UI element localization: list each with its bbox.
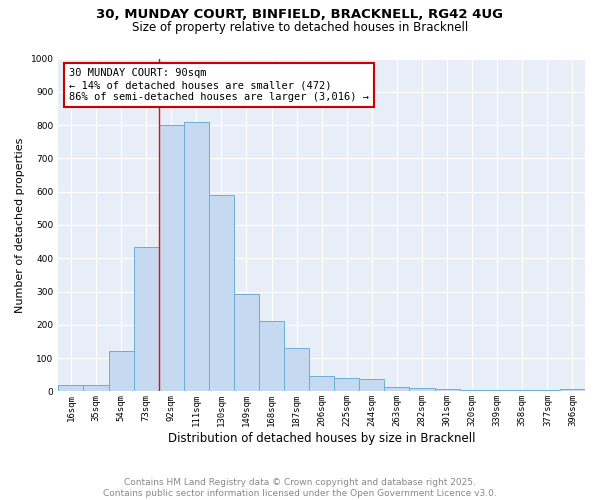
- Text: 30 MUNDAY COURT: 90sqm
← 14% of detached houses are smaller (472)
86% of semi-de: 30 MUNDAY COURT: 90sqm ← 14% of detached…: [69, 68, 369, 102]
- Bar: [385, 387, 409, 392]
- Text: Size of property relative to detached houses in Bracknell: Size of property relative to detached ho…: [132, 21, 468, 34]
- Bar: [334, 378, 359, 392]
- Bar: [259, 320, 284, 392]
- Bar: [535, 390, 560, 392]
- Bar: [409, 388, 434, 392]
- Bar: [209, 195, 234, 392]
- Text: Contains HM Land Registry data © Crown copyright and database right 2025.
Contai: Contains HM Land Registry data © Crown c…: [103, 478, 497, 498]
- Bar: [560, 389, 585, 392]
- Text: 30, MUNDAY COURT, BINFIELD, BRACKNELL, RG42 4UG: 30, MUNDAY COURT, BINFIELD, BRACKNELL, R…: [97, 8, 503, 20]
- Bar: [460, 390, 485, 392]
- X-axis label: Distribution of detached houses by size in Bracknell: Distribution of detached houses by size …: [168, 432, 475, 445]
- Bar: [159, 125, 184, 392]
- Bar: [434, 389, 460, 392]
- Bar: [359, 379, 385, 392]
- Bar: [83, 386, 109, 392]
- Bar: [184, 122, 209, 392]
- Bar: [109, 352, 134, 392]
- Bar: [485, 390, 510, 392]
- Bar: [234, 294, 259, 392]
- Bar: [134, 246, 159, 392]
- Y-axis label: Number of detached properties: Number of detached properties: [15, 138, 25, 312]
- Bar: [284, 348, 309, 392]
- Bar: [58, 386, 83, 392]
- Bar: [309, 376, 334, 392]
- Bar: [510, 390, 535, 392]
